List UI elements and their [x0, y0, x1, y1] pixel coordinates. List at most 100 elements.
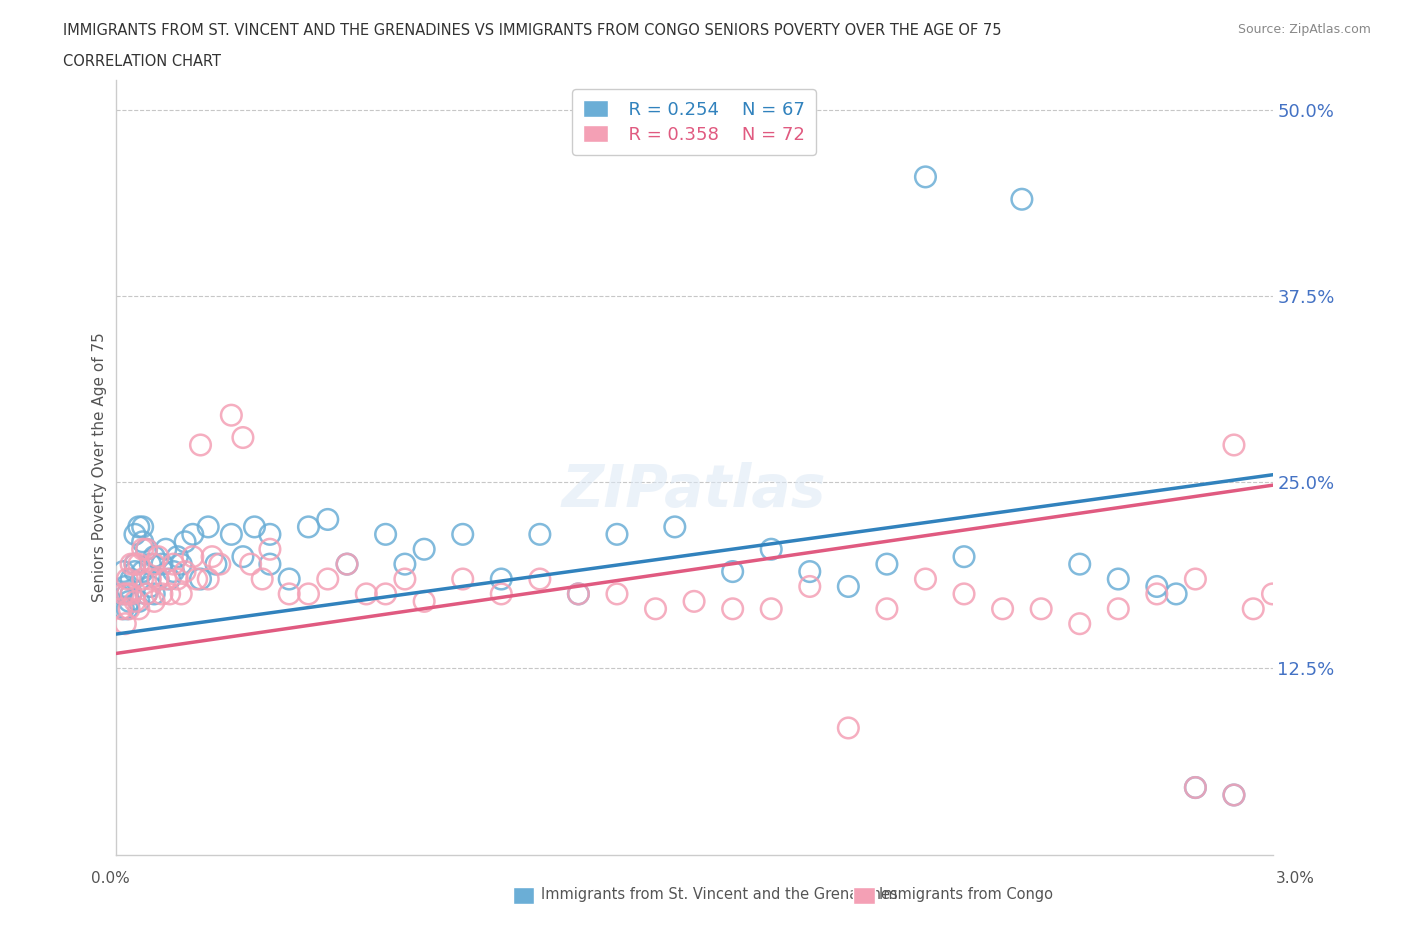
Point [120, 572, 142, 587]
Point [1223, 437, 1246, 452]
Point [1223, 788, 1246, 803]
Point [166, 550, 188, 565]
Point [1031, 602, 1053, 617]
Point [150, 557, 173, 572]
Point [799, 565, 821, 579]
Point [120, 587, 142, 602]
Point [529, 527, 551, 542]
Point [914, 572, 936, 587]
Point [124, 527, 146, 542]
Point [124, 557, 146, 572]
Point [1107, 572, 1129, 587]
Point [115, 602, 138, 617]
Point [914, 169, 936, 184]
Point [761, 602, 783, 617]
Text: CORRELATION CHART: CORRELATION CHART [63, 54, 221, 69]
Point [567, 587, 589, 602]
Point [124, 565, 146, 579]
Point [1011, 192, 1033, 206]
Point [128, 594, 150, 609]
Point [181, 550, 204, 565]
Point [197, 520, 219, 535]
Point [208, 557, 231, 572]
Point [166, 572, 188, 587]
Point [205, 557, 228, 572]
Point [114, 579, 136, 594]
Point [110, 602, 132, 617]
Point [297, 520, 319, 535]
Point [124, 594, 146, 609]
Point [250, 572, 273, 587]
Point [1241, 602, 1264, 617]
Point [876, 602, 898, 617]
Point [201, 550, 224, 565]
Point [259, 527, 281, 542]
Point [118, 602, 141, 617]
Point [118, 594, 141, 609]
Point [683, 594, 706, 609]
Text: IMMIGRANTS FROM ST. VINCENT AND THE GRENADINES VS IMMIGRANTS FROM CONGO SENIORS : IMMIGRANTS FROM ST. VINCENT AND THE GREN… [63, 23, 1001, 38]
Point [131, 572, 153, 587]
Point [1069, 617, 1091, 631]
Point [991, 602, 1014, 617]
Point [112, 565, 135, 579]
Point [197, 572, 219, 587]
Point [606, 527, 628, 542]
Point [953, 550, 976, 565]
Y-axis label: Seniors Poverty Over the Age of 75: Seniors Poverty Over the Age of 75 [93, 332, 107, 603]
Point [529, 572, 551, 587]
Text: Immigrants from Congo: Immigrants from Congo [879, 887, 1053, 902]
Point [394, 557, 416, 572]
Point [491, 587, 513, 602]
Point [451, 527, 474, 542]
Point [135, 587, 157, 602]
Point [1146, 587, 1168, 602]
Point [135, 542, 157, 557]
Point [1069, 557, 1091, 572]
Point [336, 557, 359, 572]
Point [139, 557, 162, 572]
Point [190, 572, 212, 587]
Point [1146, 579, 1168, 594]
Point [131, 565, 153, 579]
Point [567, 587, 589, 602]
Point [394, 572, 416, 587]
Text: Source: ZipAtlas.com: Source: ZipAtlas.com [1237, 23, 1371, 36]
Point [170, 587, 193, 602]
Point [316, 572, 339, 587]
Point [128, 557, 150, 572]
Point [135, 542, 157, 557]
Legend:   R = 0.254    N = 67,   R = 0.358    N = 72: R = 0.254 N = 67, R = 0.358 N = 72 [572, 89, 815, 154]
Point [243, 520, 266, 535]
Point [135, 587, 157, 602]
Point [112, 587, 135, 602]
Point [128, 520, 150, 535]
Point [259, 557, 281, 572]
Text: Immigrants from St. Vincent and the Grenadines: Immigrants from St. Vincent and the Gren… [541, 887, 898, 902]
Point [146, 572, 169, 587]
Point [239, 557, 262, 572]
Point [131, 542, 153, 557]
Point [232, 550, 254, 565]
Point [721, 602, 744, 617]
Point [143, 557, 166, 572]
Text: 3.0%: 3.0% [1275, 871, 1315, 886]
Point [162, 565, 184, 579]
Point [115, 587, 138, 602]
Point [1184, 572, 1206, 587]
Point [181, 527, 204, 542]
Point [221, 527, 243, 542]
Point [131, 535, 153, 550]
Point [150, 587, 173, 602]
Point [837, 721, 859, 736]
Point [1184, 780, 1206, 795]
Text: 0.0%: 0.0% [91, 871, 131, 886]
Point [1223, 788, 1246, 803]
Point [644, 602, 666, 617]
Point [190, 437, 212, 452]
Point [139, 579, 162, 594]
Point [876, 557, 898, 572]
Point [162, 557, 184, 572]
Text: ZIPatlas: ZIPatlas [562, 462, 827, 519]
Point [297, 587, 319, 602]
